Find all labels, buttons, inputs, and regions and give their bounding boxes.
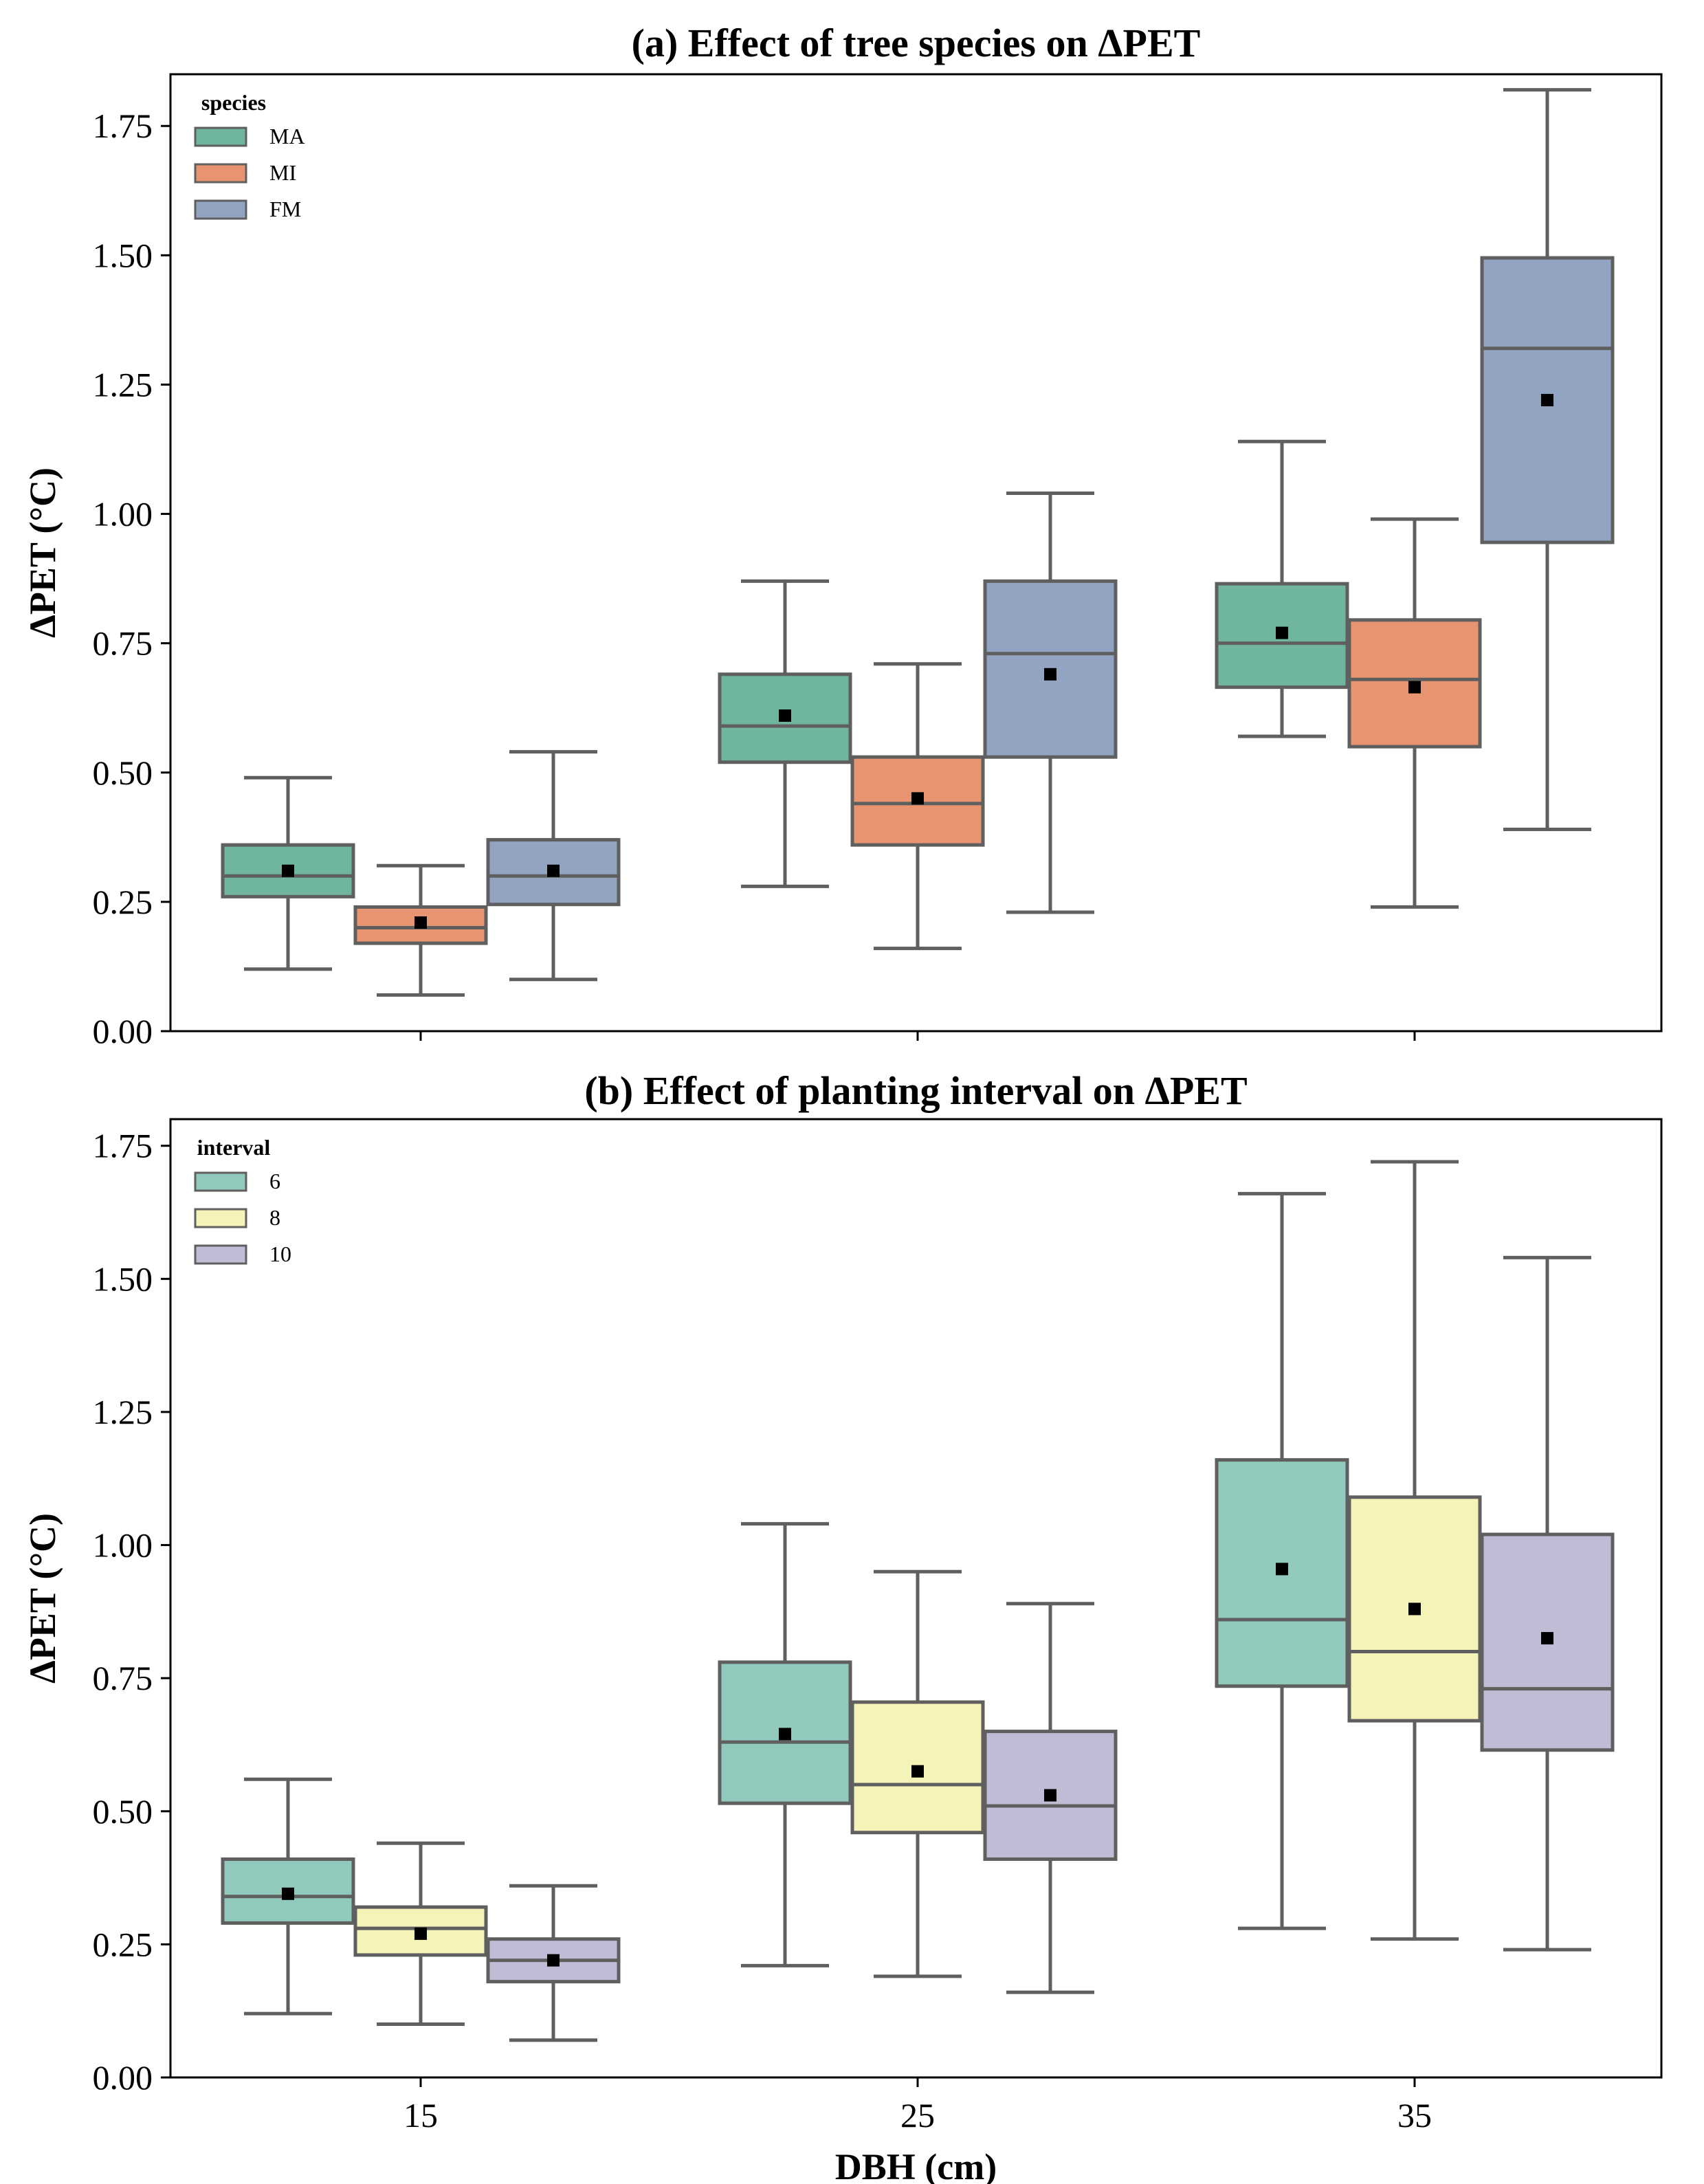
box-MI-15 <box>353 863 488 997</box>
mean-marker <box>911 792 924 805</box>
y-tick-label: 1.50 <box>93 236 153 274</box>
legend-swatch-MA <box>194 126 247 147</box>
legend-label-MI: MI <box>269 160 296 185</box>
box-10-35 <box>1480 1255 1615 1952</box>
box-8-15 <box>353 1841 488 2027</box>
plot-frame <box>169 1118 1663 2079</box>
box-iqr <box>850 755 985 847</box>
mean-marker <box>414 1927 427 1940</box>
legend-label-6: 6 <box>269 1169 280 1193</box>
y-tick-label: 0.25 <box>93 883 153 921</box>
box-6-25 <box>718 1522 852 1967</box>
mean-marker <box>547 1954 560 1967</box>
mean-marker <box>547 864 560 877</box>
legend-swatch-MI <box>194 163 247 184</box>
mean-marker <box>1276 1563 1288 1576</box>
box-MA-15 <box>221 775 355 971</box>
mean-marker <box>1276 626 1288 639</box>
mean-marker <box>911 1765 924 1778</box>
box-MA-25 <box>718 579 852 888</box>
box-MI-35 <box>1347 517 1482 909</box>
y-tick-label: 0.50 <box>93 753 153 792</box>
legend-label-10: 10 <box>269 1242 291 1266</box>
y-tick-label: 0.75 <box>93 624 153 663</box>
y-tick-label: 1.25 <box>93 365 153 404</box>
legend-swatch-8 <box>194 1208 247 1228</box>
panel-a-species: (a) Effect of tree species on ΔPET 0.00 0.… <box>22 21 1663 1050</box>
box-FM-35 <box>1480 88 1615 832</box>
mean-marker <box>779 1728 791 1741</box>
box-iqr <box>1480 1532 1615 1752</box>
x-tick-label: 15 <box>403 2096 438 2135</box>
mean-marker <box>1408 681 1421 694</box>
x-axis-label: DBH (cm) <box>835 2146 997 2184</box>
box-10-25 <box>983 1602 1118 1994</box>
box-FM-15 <box>486 750 621 982</box>
x-tick-label: 25 <box>900 2096 935 2135</box>
y-tick-label: 0.25 <box>93 1925 153 1963</box>
y-tick-label: 0.75 <box>93 1659 153 1697</box>
panel-b-interval: (b) Effect of planting interval on ΔPET 0… <box>22 1068 1663 2184</box>
mean-marker <box>779 709 791 723</box>
box-FM-25 <box>983 491 1118 914</box>
mean-marker <box>1541 394 1553 407</box>
y-tick-label: 0.00 <box>93 2058 153 2097</box>
y-tick-label: 0.50 <box>93 1792 153 1831</box>
legend-title: species <box>201 90 266 115</box>
y-axis-label: ΔPET (°C) <box>22 1513 63 1684</box>
legend-swatch-6 <box>194 1171 247 1192</box>
y-tick-label: 1.75 <box>93 1127 153 1165</box>
box-MI-25 <box>850 662 985 951</box>
mean-marker <box>282 1887 294 1900</box>
legend-swatch-FM <box>194 199 247 220</box>
x-tick-label: 35 <box>1397 2096 1432 2135</box>
box-6-35 <box>1215 1191 1349 1930</box>
legend-title: interval <box>197 1135 271 1160</box>
y-tick-label: 1.25 <box>93 1393 153 1431</box>
mean-marker <box>282 864 294 877</box>
box-MA-35 <box>1215 439 1349 738</box>
box-6-15 <box>221 1777 355 2016</box>
y-tick-label: 1.75 <box>93 107 153 145</box>
chart-title: (b) Effect of planting interval on ΔPET <box>584 1068 1247 1113</box>
y-tick-label: 1.50 <box>93 1259 153 1298</box>
y-tick-label: 1.00 <box>93 495 153 533</box>
box-iqr <box>1480 256 1615 544</box>
plot-frame <box>169 73 1663 1033</box>
legend-swatch-10 <box>194 1244 247 1265</box>
box-10-15 <box>486 1884 621 2042</box>
mean-marker <box>1044 668 1056 681</box>
y-tick-label: 1.00 <box>93 1526 153 1565</box>
mean-marker <box>1541 1632 1553 1645</box>
box-8-25 <box>850 1569 985 1978</box>
y-axis-label: ΔPET (°C) <box>22 467 63 638</box>
legend-label-8: 8 <box>269 1205 280 1230</box>
box-8-35 <box>1347 1160 1482 1941</box>
legend: interval 6 8 10 <box>194 1135 291 1266</box>
legend-label-MA: MA <box>269 124 305 148</box>
mean-marker <box>1408 1602 1421 1615</box>
y-tick-label: 0.00 <box>93 1012 153 1050</box>
legend-label-FM: FM <box>269 197 301 221</box>
chart-title: (a) Effect of tree species on ΔPET <box>632 21 1201 65</box>
mean-marker <box>414 916 427 929</box>
mean-marker <box>1044 1789 1056 1802</box>
